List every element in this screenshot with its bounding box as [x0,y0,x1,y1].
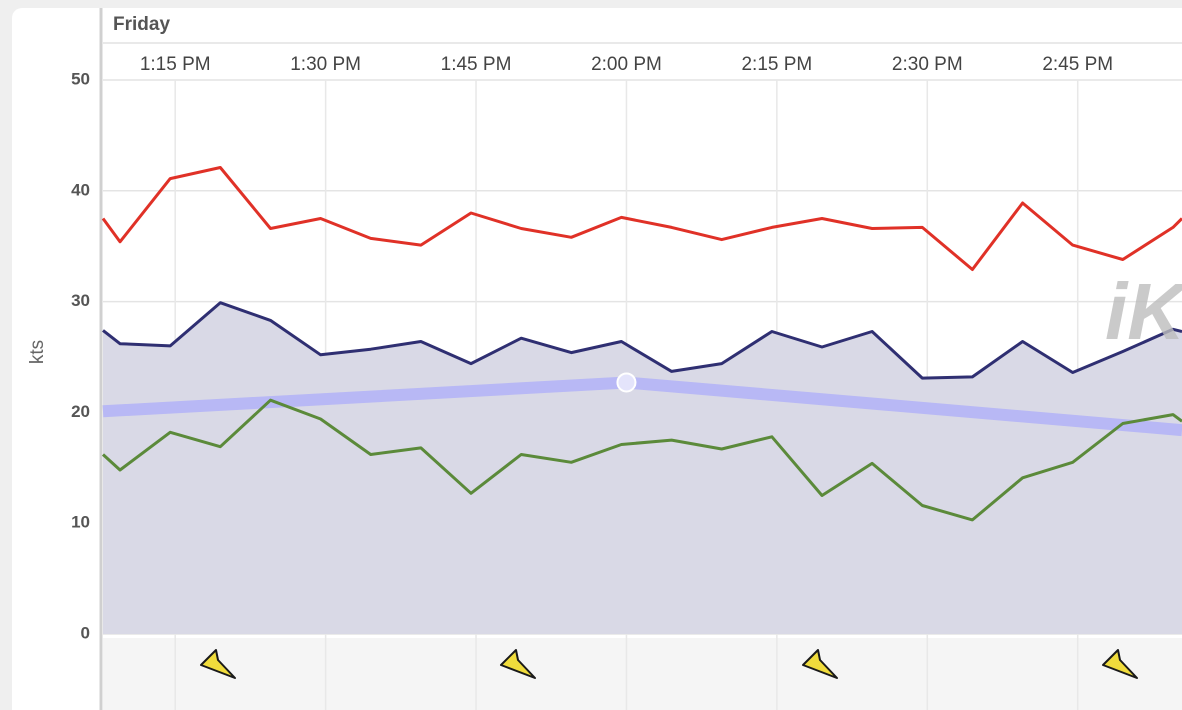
area [103,302,1182,634]
y-axis-label: kts [27,340,48,364]
y-tick-label: 30 [71,291,90,310]
direction-arrow [802,649,838,679]
direction-band [103,638,1182,710]
x-tick-label: 2:30 PM [892,54,963,75]
day-label: Friday [113,14,170,35]
x-tick-label: 2:45 PM [1042,54,1113,75]
y-tick-label: 20 [71,402,90,421]
watermark: iK [1105,267,1182,356]
direction-arrow [1102,649,1138,679]
x-tick-label: 1:45 PM [441,54,512,75]
series-line [102,301,1182,380]
y-tick-label: 0 [81,623,90,642]
x-tick-label: 2:15 PM [741,54,812,75]
direction-arrow [500,649,536,679]
series-line [101,166,1182,271]
direction-arrow [200,649,236,679]
y-tick-label: 40 [71,180,90,199]
forecast-marker [616,372,637,393]
x-tick-label: 1:30 PM [290,54,361,75]
series-line [101,398,1182,522]
x-tick-label: 1:15 PM [140,54,211,75]
y-tick-label: 50 [71,69,90,88]
x-tick-label: 2:00 PM [591,54,662,75]
plot [101,166,1182,634]
y-tick-label: 10 [71,513,90,532]
direction-arrows [200,649,1138,679]
